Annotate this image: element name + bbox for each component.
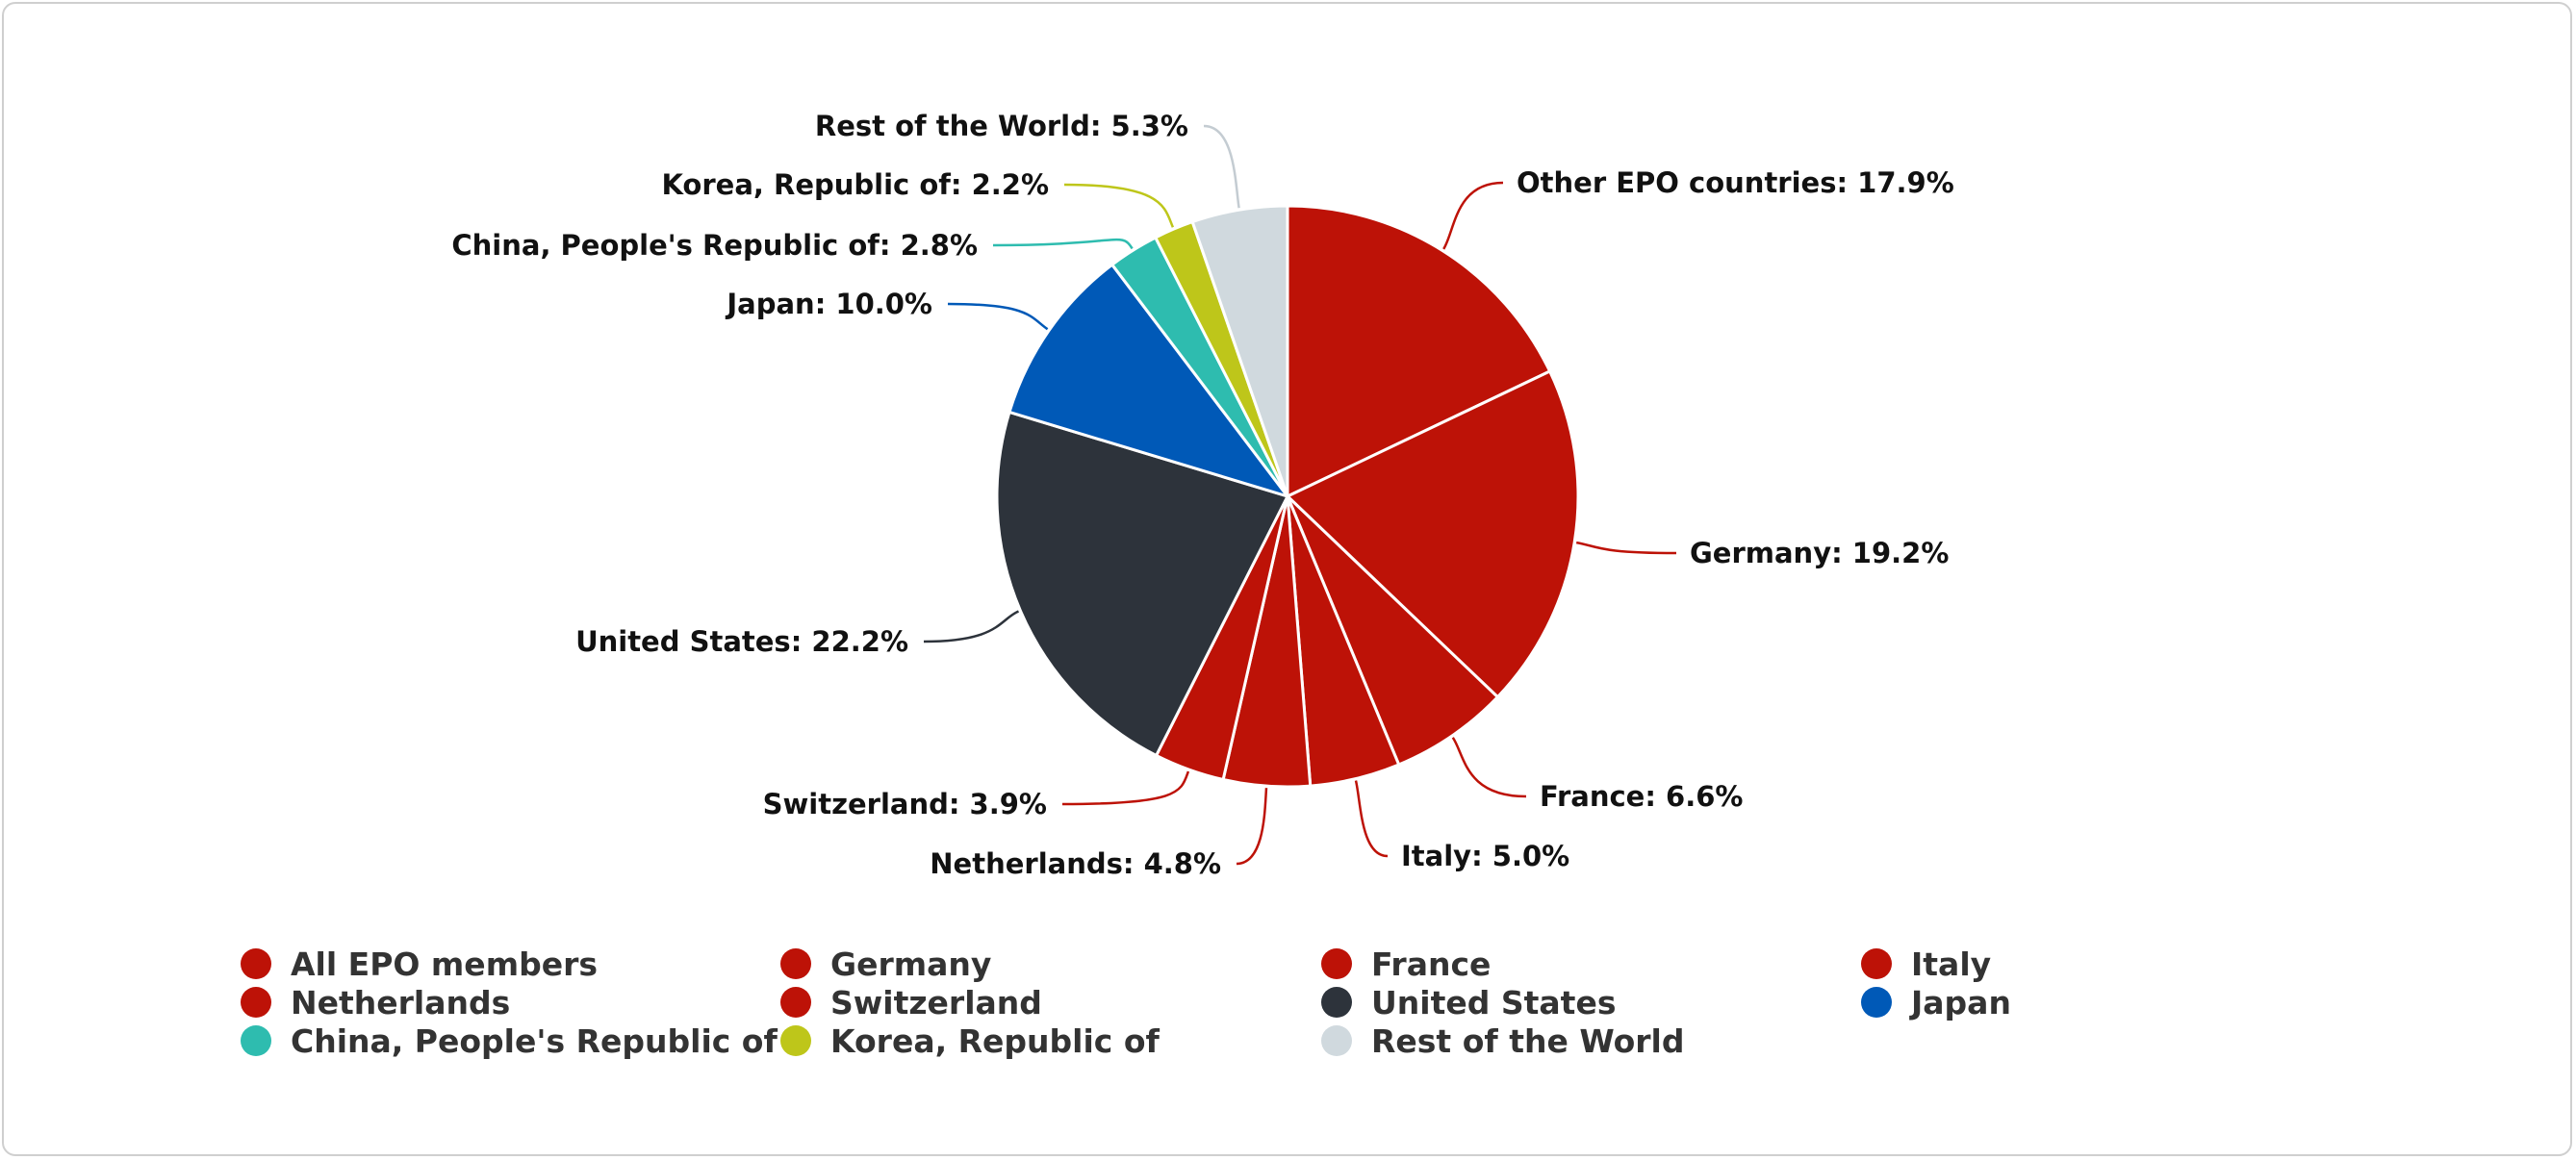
legend-item-netherlands[interactable]: Netherlands	[241, 984, 510, 1021]
legend-marker	[1861, 948, 1892, 979]
legend-marker	[1861, 987, 1892, 1018]
connector-switzerland	[1061, 770, 1190, 806]
legend-label: China, People's Republic of	[291, 1022, 778, 1060]
legend-item-china-people-s-republic-of[interactable]: China, People's Republic of	[241, 1022, 778, 1060]
legend-label: Japan	[1909, 984, 2011, 1021]
legend-marker	[1321, 1025, 1352, 1056]
connector-korea-republic-of	[1063, 183, 1175, 228]
pie-slices	[995, 204, 1580, 789]
legend-item-switzerland[interactable]: Switzerland	[780, 984, 1042, 1021]
connector-france	[1451, 737, 1527, 798]
data-label-china-people-s-republic-of: China, People's Republic of: 2.8%	[451, 229, 978, 262]
data-label-korea-republic-of: Korea, Republic of: 2.2%	[661, 168, 1049, 201]
legend-marker	[241, 987, 271, 1018]
connector-china-people-s-republic-of	[992, 238, 1134, 250]
legend-label: Korea, Republic of	[830, 1022, 1160, 1060]
pie-slice-germany[interactable]	[1286, 369, 1580, 699]
pie-chart: Other EPO countries: 17.9% Germany: 19.2%…	[241, 110, 2011, 1060]
legend-marker	[780, 948, 811, 979]
legend-item-rest-of-the-world[interactable]: Rest of the World	[1321, 1022, 1684, 1060]
legend-label: Germany	[830, 946, 991, 983]
data-labels: Other EPO countries: 17.9% Germany: 19.2%…	[451, 110, 1953, 880]
data-label-switzerland: Switzerland: 3.9%	[763, 788, 1047, 820]
legend-label: United States	[1371, 984, 1616, 1021]
pie-slice-france[interactable]	[1286, 494, 1499, 767]
legend: All EPO members Germany France Italy Netherl…	[241, 946, 2011, 1060]
connector-rest-of-the-world	[1203, 124, 1240, 209]
data-label-italy: Italy: 5.0%	[1401, 840, 1569, 872]
data-label-netherlands: Netherlands: 4.8%	[930, 847, 1221, 880]
legend-label: Switzerland	[830, 984, 1042, 1021]
label-connectors	[923, 124, 1677, 866]
pie-slice-other-epo-countries[interactable]	[1286, 204, 1552, 498]
legend-item-japan[interactable]: Japan	[1861, 984, 2011, 1021]
legend-label: Netherlands	[291, 984, 510, 1021]
data-label-other-epo-countries: Other EPO countries: 17.9%	[1517, 166, 1954, 199]
legend-item-all-epo-members[interactable]: All EPO members	[241, 946, 598, 983]
pie-slice-united-states[interactable]	[995, 410, 1289, 757]
connector-other-epo-countries	[1442, 181, 1504, 250]
data-label-rest-of-the-world: Rest of the World: 5.3%	[815, 110, 1188, 142]
data-label-united-states: United States: 22.2%	[575, 625, 908, 658]
legend-marker	[241, 948, 271, 979]
pie-slice-rest-of-the-world[interactable]	[1190, 204, 1289, 498]
legend-item-france[interactable]: France	[1321, 946, 1491, 983]
connector-united-states	[923, 610, 1020, 643]
legend-item-italy[interactable]: Italy	[1861, 946, 1991, 983]
legend-marker	[780, 1025, 811, 1056]
legend-item-korea-republic-of[interactable]: Korea, Republic of	[780, 1022, 1160, 1060]
pie-slice-japan[interactable]	[1007, 263, 1289, 498]
legend-label: All EPO members	[291, 946, 598, 983]
legend-marker	[1321, 987, 1352, 1018]
legend-label: Rest of the World	[1371, 1022, 1684, 1060]
legend-marker	[780, 987, 811, 1018]
data-label-japan: Japan: 10.0%	[725, 288, 932, 320]
legend-marker	[1321, 948, 1352, 979]
connector-netherlands	[1236, 788, 1268, 866]
connector-japan	[947, 302, 1049, 331]
data-label-germany: Germany: 19.2%	[1690, 537, 1949, 569]
connector-germany	[1576, 541, 1677, 555]
legend-item-united-states[interactable]: United States	[1321, 984, 1616, 1021]
legend-item-germany[interactable]: Germany	[780, 946, 991, 983]
legend-marker	[241, 1025, 271, 1056]
legend-label: France	[1371, 946, 1491, 983]
legend-label: Italy	[1911, 946, 1991, 983]
connector-italy	[1354, 780, 1389, 858]
data-label-france: France: 6.6%	[1540, 780, 1743, 813]
